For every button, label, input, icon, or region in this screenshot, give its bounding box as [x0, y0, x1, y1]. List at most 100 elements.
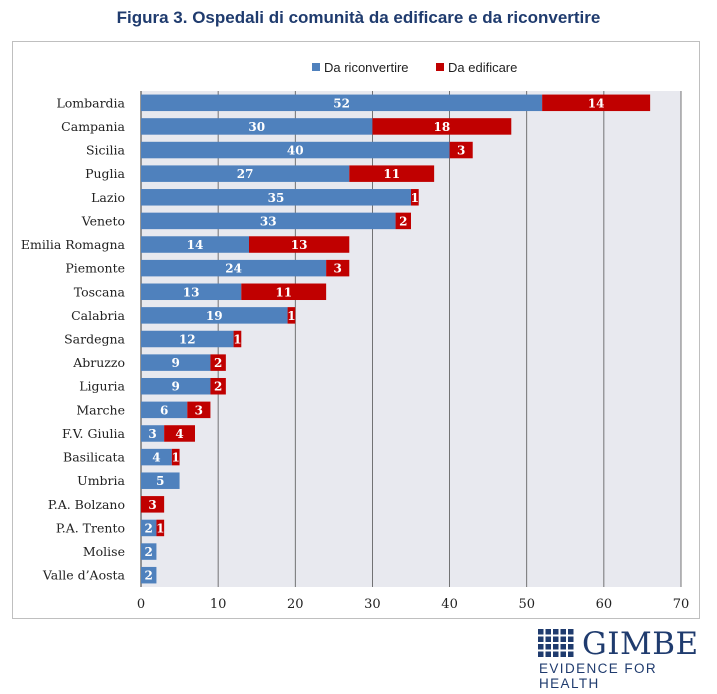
category-label: Lombardia: [56, 95, 125, 110]
x-tick-label: 0: [137, 597, 145, 612]
bar-edificare: [141, 496, 165, 513]
chart-frame: 52 14 30 18 40 3 27 11 35 1 33 2 14 13 24 3 13 11 19 1 12 1 9 2…: [12, 41, 700, 619]
bar-riconvertire: [141, 165, 350, 182]
bar-edificare: [326, 259, 350, 277]
logo-mark-square: [568, 629, 574, 635]
category-labels: Lombardia Campania Sicilia Puglia Lazio Venet…: [21, 95, 126, 582]
data-label: 35: [268, 191, 285, 205]
logo-mark-square: [538, 651, 544, 657]
x-tick-label: 20: [287, 597, 304, 612]
category-label: Marche: [76, 402, 125, 417]
logo-mark-square: [560, 651, 566, 657]
data-label: 2: [399, 214, 407, 228]
bar-riconvertire: [141, 519, 157, 537]
logo-mark-square: [545, 636, 551, 642]
data-label: 2: [145, 569, 153, 583]
data-label: 27: [237, 167, 254, 181]
logo-mark-square: [538, 636, 544, 642]
data-label: 3: [148, 498, 156, 512]
data-label: 18: [434, 120, 451, 134]
legend-label-riconvertire: Da riconvertire: [324, 60, 409, 75]
logo-mark-square: [545, 651, 551, 657]
gimbe-grid-mark-icon: [538, 629, 574, 657]
category-label: Veneto: [81, 213, 125, 228]
logo-mark-square: [553, 629, 559, 635]
bar-riconvertire: [141, 330, 234, 348]
legend-swatch-riconvertire: [312, 63, 320, 71]
bar-edificare: [395, 212, 411, 230]
category-label: Molise: [83, 544, 125, 559]
bar-riconvertire: [141, 94, 543, 112]
bar-edificare: [249, 236, 350, 253]
logo-mark-square: [545, 629, 551, 635]
data-label: 14: [588, 96, 605, 110]
bar-riconvertire: [141, 141, 450, 159]
data-label: 24: [225, 262, 242, 276]
bar-riconvertire: [141, 566, 157, 584]
bar-edificare: [372, 118, 512, 135]
data-label: 33: [260, 214, 277, 228]
data-label: 2: [145, 521, 153, 535]
category-label: P.A. Trento: [56, 520, 125, 535]
category-label: Campania: [61, 119, 125, 134]
bar-edificare: [349, 165, 435, 182]
x-tick-label: 50: [518, 597, 535, 612]
bar-riconvertire: [141, 472, 180, 489]
data-label: 3: [334, 262, 342, 276]
category-label: Sicilia: [86, 143, 126, 158]
category-label: Sardegna: [64, 332, 125, 347]
bar-riconvertire: [141, 236, 249, 253]
figure-title: Figura 3. Ospedali di comunità da edific…: [116, 8, 601, 27]
data-label: 40: [287, 144, 304, 158]
bar-edificare: [287, 307, 296, 324]
data-label: 9: [172, 356, 180, 370]
data-label: 4: [175, 427, 183, 441]
logo-mark-square: [538, 644, 544, 650]
data-label: 11: [383, 167, 400, 181]
category-label: Umbria: [77, 473, 125, 488]
data-label: 3: [148, 427, 156, 441]
bar-riconvertire: [141, 212, 396, 230]
logo-mark-square: [560, 644, 566, 650]
category-label: Valle d’Aosta: [42, 568, 126, 583]
logo-name: GIMBE: [582, 626, 699, 662]
logo-mark-square: [553, 636, 559, 642]
data-label: 12: [179, 333, 196, 347]
category-label: Lazio: [91, 190, 125, 205]
data-label: 19: [206, 309, 223, 323]
bar-riconvertire: [141, 189, 411, 206]
bar-riconvertire: [141, 401, 188, 419]
x-axis-tick-labels: 0 10 20 30 40 50 60 70: [137, 597, 689, 612]
data-label: 9: [172, 380, 180, 394]
x-tick-label: 40: [441, 597, 458, 612]
bar-riconvertire: [141, 377, 211, 395]
bar-edificare: [411, 189, 419, 206]
data-label: 11: [275, 285, 292, 299]
logo-mark-square: [553, 651, 559, 657]
bar-edificare: [171, 448, 180, 466]
bar-edificare: [542, 94, 651, 112]
category-label: Basilicata: [63, 450, 126, 465]
x-tick-label: 10: [210, 597, 227, 612]
data-label: 14: [187, 238, 204, 252]
data-label: 3: [457, 144, 465, 158]
legend-label-edificare: Da edificare: [448, 60, 517, 75]
data-label: 13: [183, 285, 200, 299]
bar-riconvertire: [141, 354, 211, 371]
data-label: 1: [156, 521, 164, 535]
data-label: 5: [156, 474, 164, 488]
bar-edificare: [164, 425, 195, 442]
data-label: 2: [145, 545, 153, 559]
data-label: 3: [195, 403, 203, 417]
bar-riconvertire: [141, 425, 165, 442]
logo-mark-square: [568, 644, 574, 650]
data-label: 1: [411, 191, 419, 205]
bar-edificare: [233, 330, 242, 348]
bar-edificare: [187, 401, 211, 419]
category-label: Liguria: [79, 379, 125, 394]
category-label: Piemonte: [65, 261, 125, 276]
bar-riconvertire: [141, 448, 172, 466]
bar-edificare: [210, 377, 226, 395]
data-label: 4: [152, 451, 160, 465]
